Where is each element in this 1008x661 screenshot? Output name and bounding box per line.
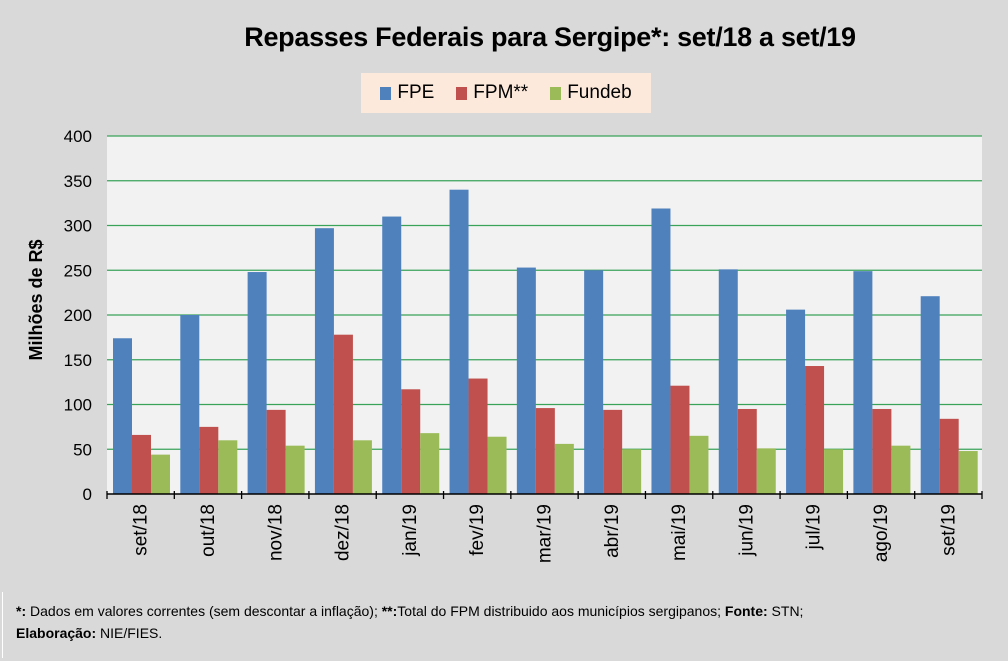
bar-fpe-set-19 <box>920 296 940 494</box>
bar-fundeb-jun-19 <box>756 448 776 494</box>
legend: FPE FPM** Fundeb <box>361 73 651 113</box>
x-tick-label: jan/19 <box>400 504 421 557</box>
legend-item-fpe: FPE <box>380 82 434 104</box>
bar-fpe-set-18 <box>113 338 132 494</box>
chart-title: Repasses Federais para Sergipe*: set/18 … <box>244 22 856 52</box>
bar-fpe-out-18 <box>180 315 200 494</box>
bar-fundeb-fev-19 <box>487 436 507 494</box>
bar-fpe-fev-19 <box>449 189 469 494</box>
bar-fpe-nov-18 <box>247 272 267 494</box>
bar-fpm-mai-19 <box>670 385 690 494</box>
x-tick-label: mar/19 <box>535 504 556 563</box>
y-tick-label: 150 <box>64 351 92 370</box>
bar-fpe-dez-18 <box>314 228 334 494</box>
y-tick-label: 350 <box>64 172 92 191</box>
bar-fpe-jul-19 <box>786 309 806 494</box>
footnote-segment: NIE/FIES. <box>96 625 163 641</box>
legend-label-fundeb: Fundeb <box>567 82 632 103</box>
x-tick-label: dez/18 <box>333 504 354 561</box>
bar-fpm-jul-19 <box>805 366 825 494</box>
x-tick-label: nov/18 <box>265 504 286 561</box>
legend-label-fpm: FPM** <box>473 82 529 103</box>
x-tick-label: mai/19 <box>669 504 690 561</box>
legend-swatch-fpe <box>380 86 392 100</box>
y-axis-label: Milhões de R$ <box>26 239 46 360</box>
footnote-segment: Dados em valores correntes (sem desconta… <box>26 603 382 619</box>
bar-fundeb-out-18 <box>218 440 238 494</box>
x-tick-label: jun/19 <box>736 504 757 557</box>
footnote-line-2: Elaboração: NIE/FIES. <box>3 622 1005 644</box>
bar-fundeb-jan-19 <box>420 433 440 494</box>
y-tick-label: 400 <box>64 127 92 146</box>
legend-label-fpe: FPE <box>397 82 435 103</box>
x-tick-label: set/18 <box>131 504 152 556</box>
bar-fpm-fev-19 <box>468 378 488 494</box>
footnote-line-1: *: Dados em valores correntes (sem desco… <box>3 600 1005 622</box>
bar-chart: 0 50 100 150 200 250 300 350 400 set/18 out/18 nov… <box>26 127 983 563</box>
bar-fundeb-nov-18 <box>285 445 305 494</box>
x-tick-label: set/19 <box>938 504 959 556</box>
bar-fpm-dez-18 <box>333 334 353 494</box>
x-tick-label: ago/19 <box>871 504 892 562</box>
y-tick-label: 300 <box>64 217 92 236</box>
bar-fundeb-jul-19 <box>824 449 844 494</box>
y-axis: 0 50 100 150 200 250 300 350 400 <box>64 127 92 504</box>
bar-fpm-mar-19 <box>535 408 555 494</box>
x-axis: set/18 out/18 nov/18 dez/18 jan/19 fev/19 mar/… <box>106 491 983 563</box>
bar-fpm-jun-19 <box>737 408 757 494</box>
x-tick-label: fev/19 <box>467 504 488 556</box>
legend-swatch-fpm <box>456 86 468 100</box>
x-tick-label: jul/19 <box>804 504 825 550</box>
y-tick-label: 0 <box>83 485 92 504</box>
bar-fundeb-mai-19 <box>689 435 709 494</box>
bar-fpm-nov-18 <box>266 409 286 494</box>
bar-fpe-abr-19 <box>584 270 604 494</box>
footnote-segment: *: <box>16 603 27 619</box>
footnote-segment: Elaboração: <box>16 625 97 641</box>
y-tick-label: 100 <box>64 396 92 415</box>
bar-fpm-set-18 <box>132 434 151 494</box>
footnote-segment: Total do FPM distribuido aos municípios … <box>397 603 725 619</box>
bar-fpm-out-18 <box>199 426 219 494</box>
bar-fpe-jun-19 <box>718 269 738 494</box>
legend-item-fundeb: Fundeb <box>550 82 632 104</box>
y-tick-label: 50 <box>73 440 92 459</box>
legend-item-fpm: FPM** <box>456 82 528 104</box>
bars <box>113 189 978 495</box>
bar-fundeb-ago-19 <box>891 445 911 494</box>
x-tick-label: abr/19 <box>602 504 623 558</box>
legend-swatch-fundeb <box>550 86 562 100</box>
bar-fundeb-dez-18 <box>352 440 372 494</box>
footnote-segment: STN; <box>767 603 804 619</box>
bar-fpm-abr-19 <box>603 409 623 494</box>
bar-fpm-jan-19 <box>401 389 421 494</box>
footnote: *: Dados em valores correntes (sem desco… <box>2 592 1005 658</box>
bar-fundeb-set-18 <box>151 454 170 494</box>
bar-fpe-jan-19 <box>382 216 402 495</box>
bar-fpe-ago-19 <box>853 271 873 494</box>
footnote-segment: **: <box>381 603 398 619</box>
y-tick-label: 200 <box>64 306 92 325</box>
bar-fpm-set-19 <box>939 418 959 494</box>
x-tick-label: out/18 <box>198 504 219 557</box>
bar-fpm-ago-19 <box>872 408 892 494</box>
bar-fundeb-set-19 <box>958 451 978 494</box>
bar-fundeb-mar-19 <box>554 443 574 494</box>
y-tick-label: 250 <box>64 261 92 280</box>
bar-fundeb-abr-19 <box>622 449 642 494</box>
bar-fpe-mar-19 <box>516 267 536 494</box>
bar-fpe-mai-19 <box>651 208 671 494</box>
footnote-segment: Fonte: <box>724 603 768 619</box>
